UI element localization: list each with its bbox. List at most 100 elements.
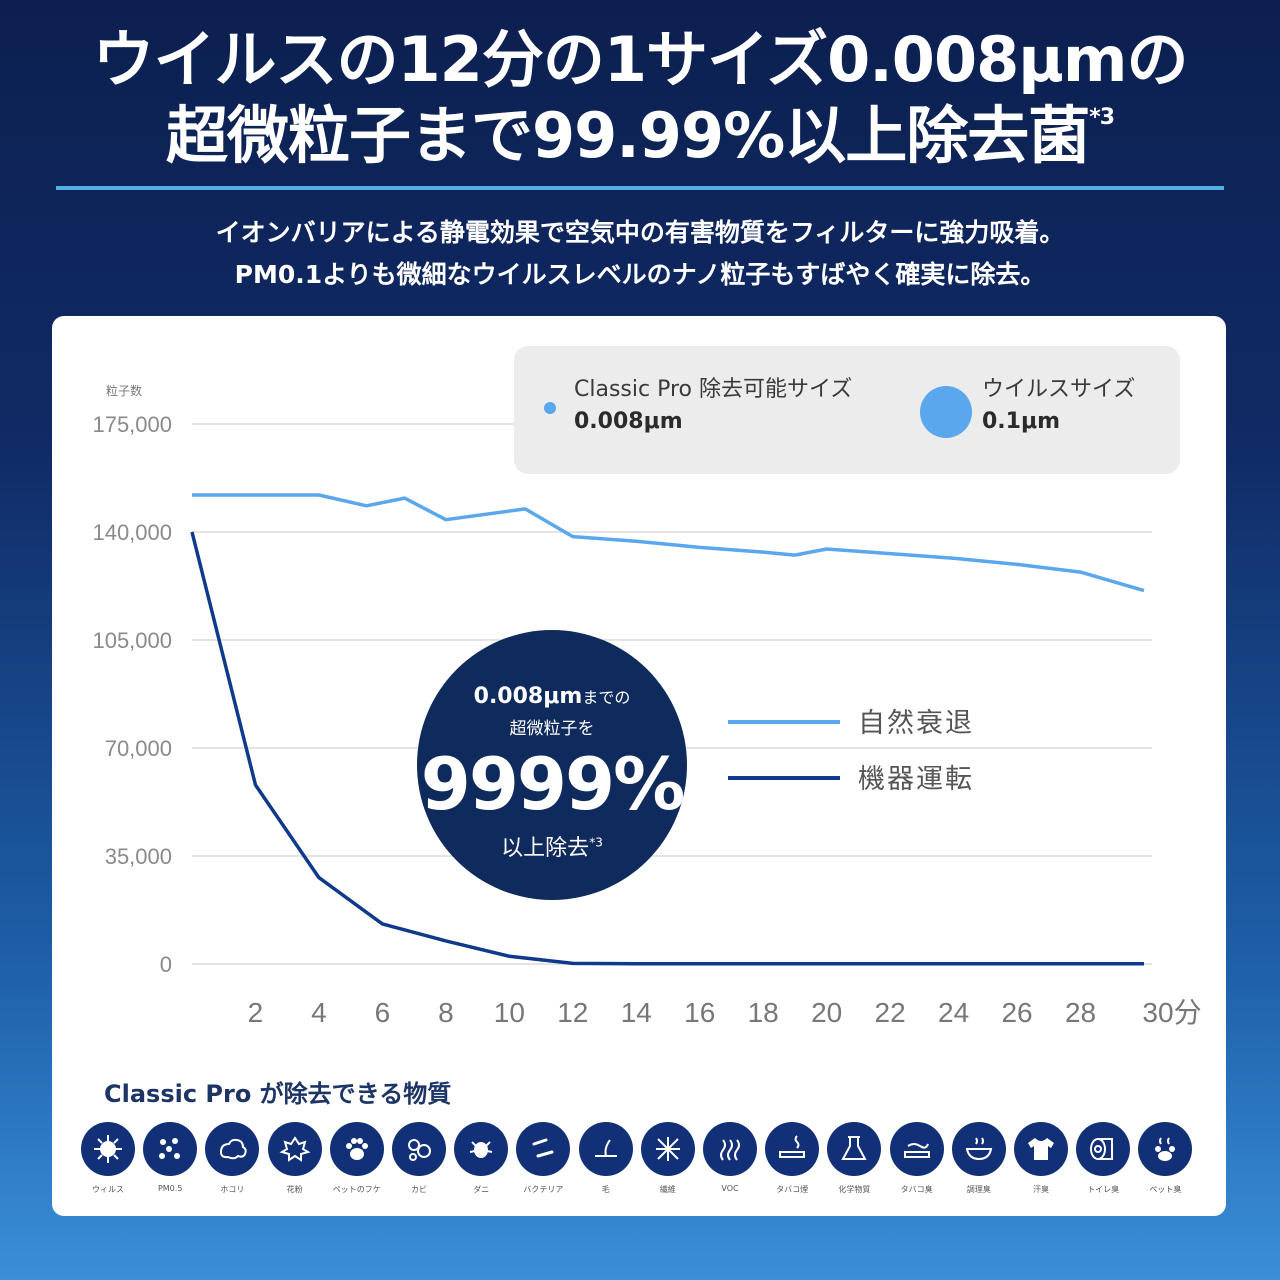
substance-label: タバコ臭 <box>900 1185 933 1194</box>
headline-line2-text: 超微粒子まで99.99%以上除去菌 <box>165 99 1090 172</box>
substance-label: カビ <box>411 1185 427 1194</box>
substance-item: タバコ煙 <box>762 1122 822 1195</box>
substance-label: 繊維 <box>659 1185 676 1194</box>
substance-label: ペットのフケ <box>332 1185 381 1194</box>
x-tick-label: 22 <box>875 997 906 1028</box>
bacteria-icon <box>516 1122 571 1176</box>
substance-item: タバコ臭 <box>887 1122 947 1195</box>
substance-label: 化学物質 <box>838 1185 871 1194</box>
substance-label: トイレ臭 <box>1087 1185 1120 1194</box>
subtitle: イオンバリアによる静電効果で空気中の有害物質をフィルターに強力吸着。 PM0.1… <box>0 212 1280 296</box>
substance-item: 調理臭 <box>949 1122 1009 1195</box>
y-tick-label: 175,000 <box>92 412 172 437</box>
subtitle-line2: PM0.1よりも微細なウイルスレベルのナノ粒子もすばやく確実に除去。 <box>234 260 1046 289</box>
y-tick-label: 105,000 <box>92 628 172 653</box>
paw-icon <box>329 1122 384 1176</box>
size-legend-box: Classic Pro 除去可能サイズ 0.008μm ウイルスサイズ 0.1μ… <box>514 346 1180 474</box>
x-tick-label: 26 <box>1001 997 1032 1028</box>
badge-big-value: 9999% <box>420 742 686 826</box>
subtitle-line1: イオンバリアによる静電効果で空気中の有害物質をフィルターに強力吸着。 <box>215 218 1065 247</box>
header-divider <box>56 186 1224 190</box>
large-dot-icon <box>920 386 972 438</box>
flower-icon <box>267 1122 322 1176</box>
substance-label: VOC <box>721 1184 739 1193</box>
badge-line4-text: 以上除去 <box>501 836 590 861</box>
y-tick-label: 35,000 <box>105 844 172 869</box>
headline-line2: 超微粒子まで99.99%以上除去菌*3 <box>0 98 1280 174</box>
x-tick-label: 24 <box>938 997 969 1028</box>
size-legend-item-classic-pro: Classic Pro 除去可能サイズ 0.008μm <box>574 374 852 438</box>
substance-item: 繊維 <box>638 1122 698 1195</box>
voc-icon <box>703 1122 757 1176</box>
y-tick-label: 0 <box>160 952 172 977</box>
hair-icon <box>578 1122 633 1176</box>
y-tick-label: 140,000 <box>92 520 172 545</box>
small-dot-icon <box>544 402 556 414</box>
substance-label: ダニ <box>473 1185 490 1194</box>
substance-item: PM0.5 <box>140 1122 200 1193</box>
substances-icon-row: ウィルス PM0.5 ホコリ 花粉 ペットのフケ カビ ダニ バクテリア 毛 繊維 VOC タバコ煙 化… <box>78 1122 1208 1202</box>
x-tick-label: 6 <box>375 997 391 1028</box>
substance-item: ウィルス <box>78 1122 138 1195</box>
cigarette-odor-icon <box>889 1122 944 1176</box>
dust-icon <box>205 1122 260 1176</box>
x-tick-label: 30分 <box>1142 997 1201 1028</box>
size-legend-value: 0.1μm <box>982 409 1061 434</box>
substance-item: バクテリア <box>513 1122 573 1195</box>
pet-odor-icon <box>1138 1122 1193 1176</box>
badge-footnote: *3 <box>589 835 603 850</box>
substance-item: VOC <box>700 1122 760 1193</box>
badge-line2: 超微粒子を <box>509 719 595 739</box>
substance-item: 花粉 <box>265 1122 325 1195</box>
y-axis-label: 粒子数 <box>106 384 143 398</box>
x-tick-label: 14 <box>621 997 652 1028</box>
substances-title: Classic Pro が除去できる物質 <box>104 1080 452 1108</box>
headline-line1: ウイルスの12分の1サイズ0.008μmの <box>92 23 1189 96</box>
x-tick-label: 20 <box>811 997 842 1028</box>
badge-line4: 以上除去*3 <box>417 830 687 862</box>
substance-item: 化学物質 <box>824 1122 884 1195</box>
x-tick-label: 2 <box>248 997 264 1028</box>
badge-size-suffix: までの <box>582 688 631 707</box>
removal-rate-badge: 0.008μmまでの 超微粒子を 9999% 以上除去*3 <box>417 630 687 900</box>
substance-item: ダニ <box>451 1122 511 1195</box>
cigarette-smoke-icon <box>765 1122 820 1176</box>
fiber-icon <box>640 1122 695 1176</box>
size-legend-label: ウイルスサイズ <box>982 377 1136 402</box>
series-legend-swatch-device <box>728 776 840 780</box>
series-line-device-running <box>190 531 1144 966</box>
mold-icon <box>392 1122 446 1176</box>
shirt-icon <box>1014 1122 1068 1176</box>
particles-icon <box>143 1122 198 1176</box>
x-tick-label: 10 <box>494 997 525 1028</box>
cooking-icon <box>951 1122 1006 1176</box>
y-tick-label: 70,000 <box>105 736 172 761</box>
flask-icon <box>827 1122 882 1176</box>
headline-footnote: *3 <box>1089 105 1115 130</box>
x-tick-label: 12 <box>557 997 588 1028</box>
substance-item: トイレ臭 <box>1073 1122 1133 1195</box>
headline: ウイルスの12分の1サイズ0.008μmの 超微粒子まで99.99%以上除去菌*… <box>0 22 1280 174</box>
substance-label: 調理臭 <box>966 1185 991 1194</box>
substance-label: バクテリア <box>523 1185 564 1194</box>
chart-card: 0 35,000 70,000 105,000 140,000 175,000 2 4 6 8 10… <box>52 316 1226 1216</box>
substance-label: 毛 <box>601 1185 610 1194</box>
substance-item: 毛 <box>576 1122 636 1195</box>
substance-item: カビ <box>389 1122 449 1195</box>
series-legend-device: 機器運転 <box>858 764 974 795</box>
substance-item: ホコリ <box>202 1122 262 1195</box>
substance-label: ホコリ <box>220 1185 245 1194</box>
series-line-natural-decay <box>192 493 1145 593</box>
virus-icon <box>81 1122 135 1176</box>
badge-line1: 0.008μmまでの <box>417 684 687 709</box>
size-legend-value: 0.008μm <box>574 409 683 434</box>
badge-size-value: 0.008μm <box>473 684 583 709</box>
series-legend-swatch-natural <box>728 720 840 724</box>
size-legend-label: Classic Pro 除去可能サイズ <box>574 377 853 402</box>
substance-label: ウィルス <box>92 1185 124 1194</box>
x-tick-label: 28 <box>1065 997 1096 1028</box>
series-legend-natural: 自然衰退 <box>858 708 974 739</box>
x-tick-label: 4 <box>311 997 327 1028</box>
x-tick-label: 18 <box>748 997 779 1028</box>
toilet-paper-icon <box>1076 1122 1131 1176</box>
